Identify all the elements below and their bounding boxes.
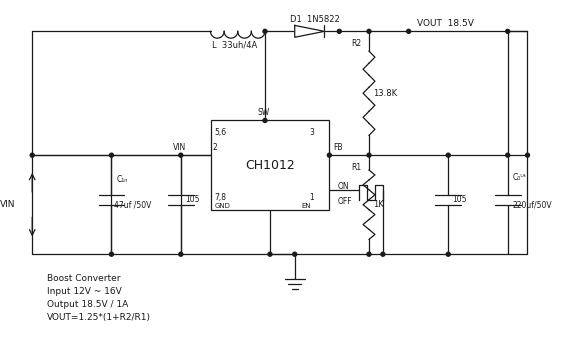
Circle shape (505, 153, 509, 157)
Text: EN: EN (302, 203, 311, 209)
Text: VOUT  18.5V: VOUT 18.5V (417, 19, 473, 28)
Text: SW: SW (257, 108, 269, 117)
Circle shape (109, 252, 113, 256)
Text: 1K: 1K (373, 200, 384, 209)
Text: CH1012: CH1012 (245, 159, 295, 171)
Polygon shape (295, 26, 324, 37)
Text: D1  1N5822: D1 1N5822 (290, 15, 339, 24)
Text: R2: R2 (351, 39, 361, 48)
Circle shape (526, 153, 530, 157)
Text: 105: 105 (185, 195, 199, 204)
Text: 220uf/50V: 220uf/50V (513, 200, 552, 209)
Text: VOUT=1.25*(1+R2/R1): VOUT=1.25*(1+R2/R1) (47, 313, 151, 322)
Circle shape (179, 153, 183, 157)
Text: FB: FB (333, 143, 343, 152)
Text: Output 18.5V / 1A: Output 18.5V / 1A (47, 300, 128, 309)
Circle shape (381, 252, 385, 256)
Circle shape (109, 153, 113, 157)
Circle shape (505, 29, 509, 33)
Text: 2: 2 (213, 143, 217, 152)
Circle shape (263, 29, 267, 33)
Text: 5,6: 5,6 (214, 128, 227, 137)
Text: 1: 1 (310, 193, 314, 202)
Text: 47uf /50V: 47uf /50V (114, 200, 152, 209)
Text: Boost Converter: Boost Converter (47, 274, 121, 283)
Circle shape (367, 252, 371, 256)
Text: C₀ᵁᵗ: C₀ᵁᵗ (513, 174, 527, 183)
Text: Input 12V ~ 16V: Input 12V ~ 16V (47, 287, 122, 296)
Bar (210, 120, 329, 210)
Circle shape (293, 252, 297, 256)
Text: 3: 3 (310, 128, 315, 137)
Circle shape (367, 29, 371, 33)
Text: 105: 105 (452, 195, 467, 204)
Circle shape (446, 153, 450, 157)
Text: R1: R1 (351, 162, 361, 171)
Circle shape (30, 153, 34, 157)
Circle shape (328, 153, 332, 157)
Text: VIN: VIN (0, 200, 15, 209)
Text: ON: ON (337, 183, 349, 191)
Circle shape (263, 119, 267, 122)
Text: OFF: OFF (337, 197, 352, 206)
Circle shape (337, 29, 341, 33)
Circle shape (446, 252, 450, 256)
Circle shape (268, 252, 272, 256)
Text: VIN: VIN (173, 143, 186, 152)
Text: GND: GND (214, 203, 231, 209)
Circle shape (407, 29, 411, 33)
Text: L  33uh/4A: L 33uh/4A (213, 41, 257, 50)
Circle shape (367, 153, 371, 157)
Text: 13.8K: 13.8K (373, 89, 397, 98)
Circle shape (179, 252, 183, 256)
Text: C₁ₙ: C₁ₙ (117, 175, 128, 185)
Text: 7,8: 7,8 (214, 193, 227, 202)
